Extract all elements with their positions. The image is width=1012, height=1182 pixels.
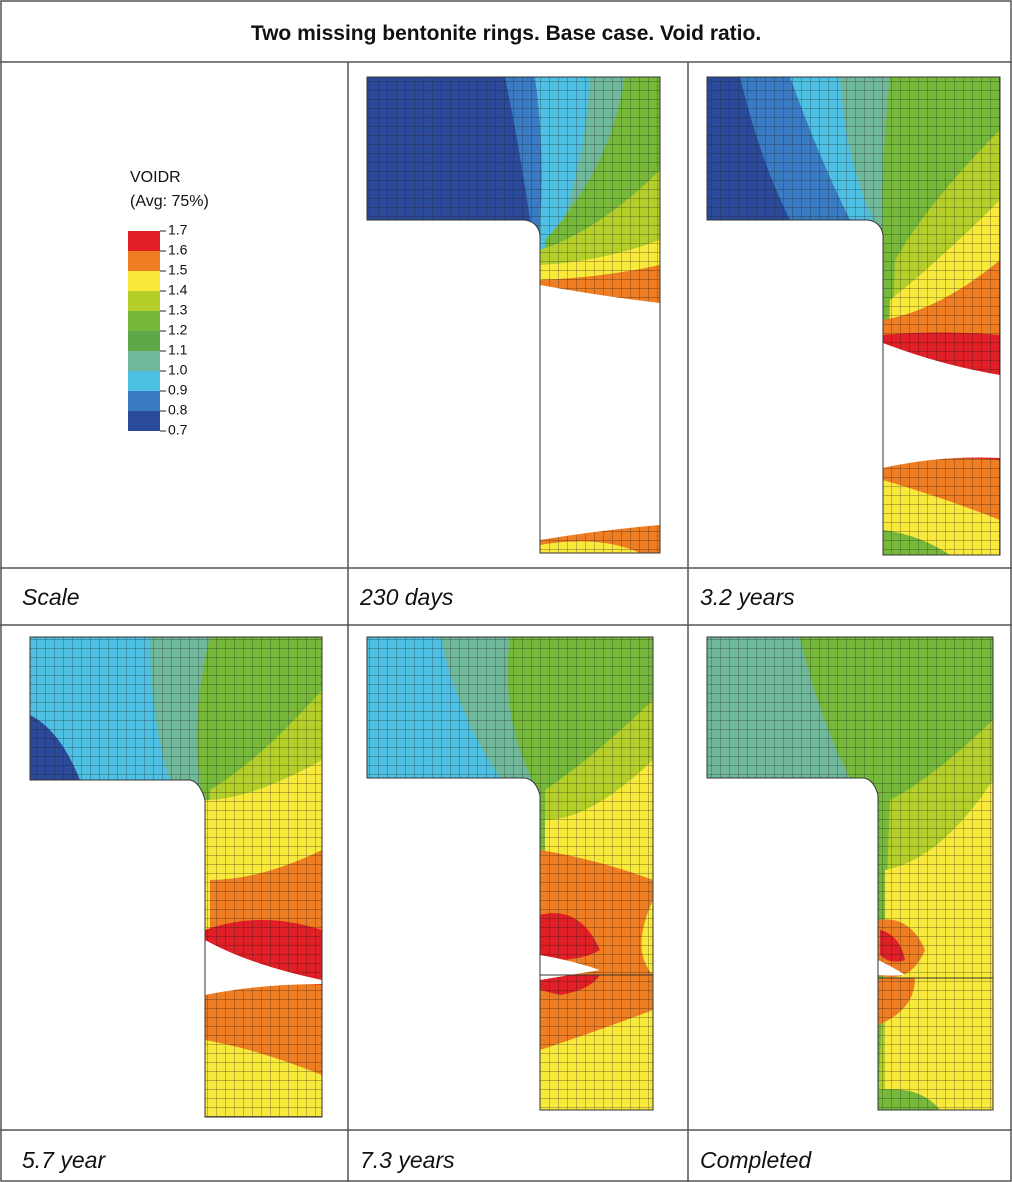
legend-label: 0.7 [168, 422, 188, 438]
panel-image [30, 637, 322, 1117]
legend-label: 1.0 [168, 362, 188, 378]
panel-image [367, 637, 653, 1110]
legend-title: VOIDR [130, 169, 181, 186]
legend-subtitle: (Avg: 75%) [130, 193, 209, 210]
caption: Scale [22, 584, 80, 610]
panel-image [707, 77, 1000, 555]
caption: 3.2 years [700, 584, 795, 610]
panel-image [707, 637, 993, 1110]
caption: 5.7 year [22, 1147, 106, 1173]
caption: 7.3 years [360, 1147, 455, 1173]
legend-label: 1.6 [168, 242, 188, 258]
title: Two missing bentonite rings. Base case. … [251, 22, 761, 45]
legend-label: 1.4 [168, 282, 188, 298]
caption: Completed [700, 1147, 812, 1173]
legend-label: 1.3 [168, 302, 188, 318]
panel-image [367, 77, 660, 553]
legend-label: 0.8 [168, 402, 188, 418]
legend: VOIDR (Avg: 75%) 1.7 1.6 1.5 1.4 1.3 1.2 1.1 1.… [128, 169, 209, 438]
caption: 230 days [359, 584, 454, 610]
legend-label: 0.9 [168, 382, 188, 398]
legend-label: 1.2 [168, 322, 188, 338]
legend-label: 1.7 [168, 222, 188, 238]
legend-label: 1.5 [168, 262, 188, 278]
legend-label: 1.1 [168, 342, 188, 358]
